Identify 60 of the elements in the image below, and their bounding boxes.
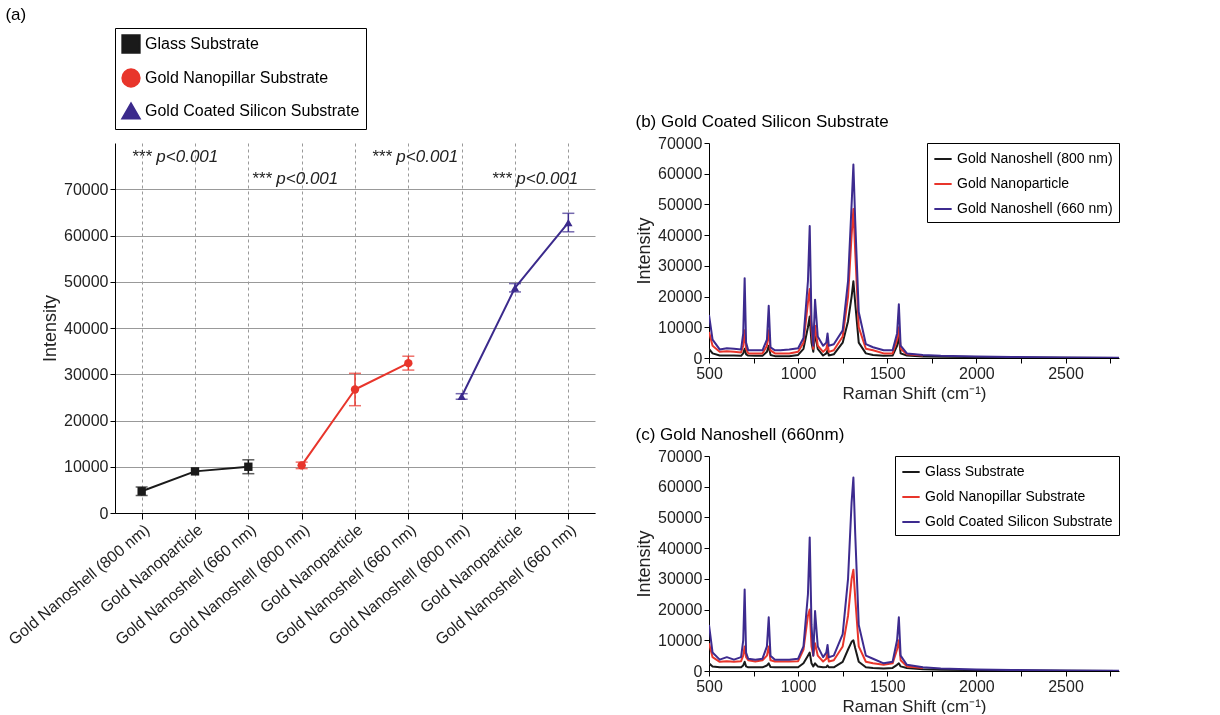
y-tick-label: 50000 xyxy=(658,195,703,213)
y-tick-label: 30000 xyxy=(658,257,703,275)
x-tick-label: 500 xyxy=(696,364,723,382)
y-tick-label: 60000 xyxy=(64,227,109,244)
y-tick-label: 20000 xyxy=(658,601,703,619)
y-axis-title: Intensity xyxy=(40,294,61,363)
legend-label: Gold Nanopillar Substrate xyxy=(145,69,329,86)
y-axis-title: Intensity xyxy=(634,217,655,285)
point xyxy=(350,385,360,394)
legend-label: Gold Nanoparticle xyxy=(957,175,1070,191)
x-tick-label: 2500 xyxy=(1048,364,1084,382)
annotation: *** p<0.001 xyxy=(371,147,459,166)
x-tick-label: 1000 xyxy=(780,364,817,382)
y-tick-label: 40000 xyxy=(658,539,703,557)
y-tick-label: 60000 xyxy=(658,478,703,496)
y-tick-label: 50000 xyxy=(658,508,703,526)
y-tick-label: 40000 xyxy=(64,319,109,337)
y-tick-label: 60000 xyxy=(658,165,703,183)
line-series xyxy=(709,208,924,357)
legend-label: Glass Substrate xyxy=(145,35,259,52)
x-tick-label: 2500 xyxy=(1048,677,1084,695)
y-tick-label: 30000 xyxy=(658,570,703,588)
y-tick-label: 70000 xyxy=(64,180,109,198)
annotation: *** p<0.001 xyxy=(251,169,339,188)
x-tick-label: 1500 xyxy=(869,364,906,382)
x-tick-label: 500 xyxy=(696,677,723,695)
y-tick-label: 10000 xyxy=(64,458,109,476)
y-tick-label: 70000 xyxy=(658,447,703,465)
x-tick-label: 2000 xyxy=(959,364,995,382)
legend-label: Gold Nanopillar Substrate xyxy=(925,488,1086,504)
point xyxy=(190,467,200,476)
y-tick-label: 10000 xyxy=(658,318,703,336)
y-tick-label: 0 xyxy=(693,349,703,367)
y-tick-label: 70000 xyxy=(658,134,703,152)
y-tick-label: 30000 xyxy=(64,365,109,383)
legend-label: Gold Nanoshell (800 nm) xyxy=(957,150,1113,166)
annotation: *** p<0.001 xyxy=(491,169,579,188)
legend-label: Gold Coated Silicon Substrate xyxy=(925,513,1113,529)
y-tick-label: 0 xyxy=(99,504,109,522)
chart-title: (b) Gold Coated Silicon Substrate xyxy=(635,112,889,131)
x-tick-label: 1500 xyxy=(869,677,906,695)
y-tick-label: 50000 xyxy=(64,273,109,291)
y-tick-label: 20000 xyxy=(658,288,703,306)
y-tick-label: 10000 xyxy=(658,631,703,649)
x-tick-label: 2000 xyxy=(959,677,995,695)
chart-title: (a) xyxy=(5,4,27,24)
legend-label: Gold Nanoshell (660 nm) xyxy=(957,200,1113,216)
chart-title: (c) Gold Nanoshell (660nm) xyxy=(635,425,845,444)
legend-label: Glass Substrate xyxy=(925,463,1025,479)
y-tick-label: 0 xyxy=(693,662,703,680)
line-series xyxy=(709,568,924,669)
x-tick-label: 1000 xyxy=(780,677,817,695)
y-tick-label: 20000 xyxy=(64,412,109,429)
y-tick-label: 40000 xyxy=(658,226,703,244)
point xyxy=(244,462,253,471)
y-axis-title: Intensity xyxy=(634,530,655,598)
x-axis-title: Raman Shift (cm⁻¹) xyxy=(842,383,987,403)
point xyxy=(564,218,573,227)
legend-label: Gold Coated Silicon Substrate xyxy=(145,102,360,119)
annotation: *** p<0.001 xyxy=(131,147,219,166)
